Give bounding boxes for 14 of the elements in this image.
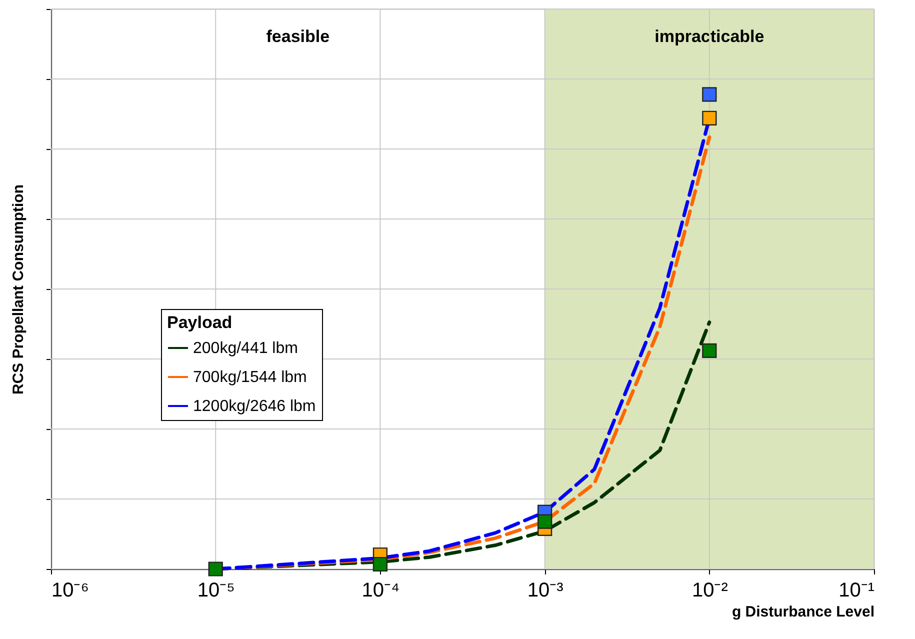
x-tick-label: 10⁻⁶	[52, 580, 89, 602]
legend-title: Payload	[167, 313, 232, 332]
legend-label: 200kg/441 lbm	[193, 340, 298, 357]
band-label: impracticable	[654, 27, 764, 46]
legend-label: 700kg/1544 lbm	[193, 369, 307, 386]
x-tick-label: 10⁻²	[692, 580, 728, 602]
x-tick-label: 10⁻³	[527, 580, 564, 602]
x-tick-label: 10⁻⁵	[197, 580, 235, 602]
x-tick-label: 10⁻¹	[838, 580, 875, 602]
y-axis-title: RCS Propellant Consumption	[10, 184, 27, 394]
text: feasible	[266, 27, 330, 46]
legend-label: 1200kg/2646 lbm	[193, 398, 316, 415]
x-tick-label: 10⁻⁴	[362, 580, 400, 602]
x-axis-title: g Disturbance Level	[732, 604, 874, 620]
